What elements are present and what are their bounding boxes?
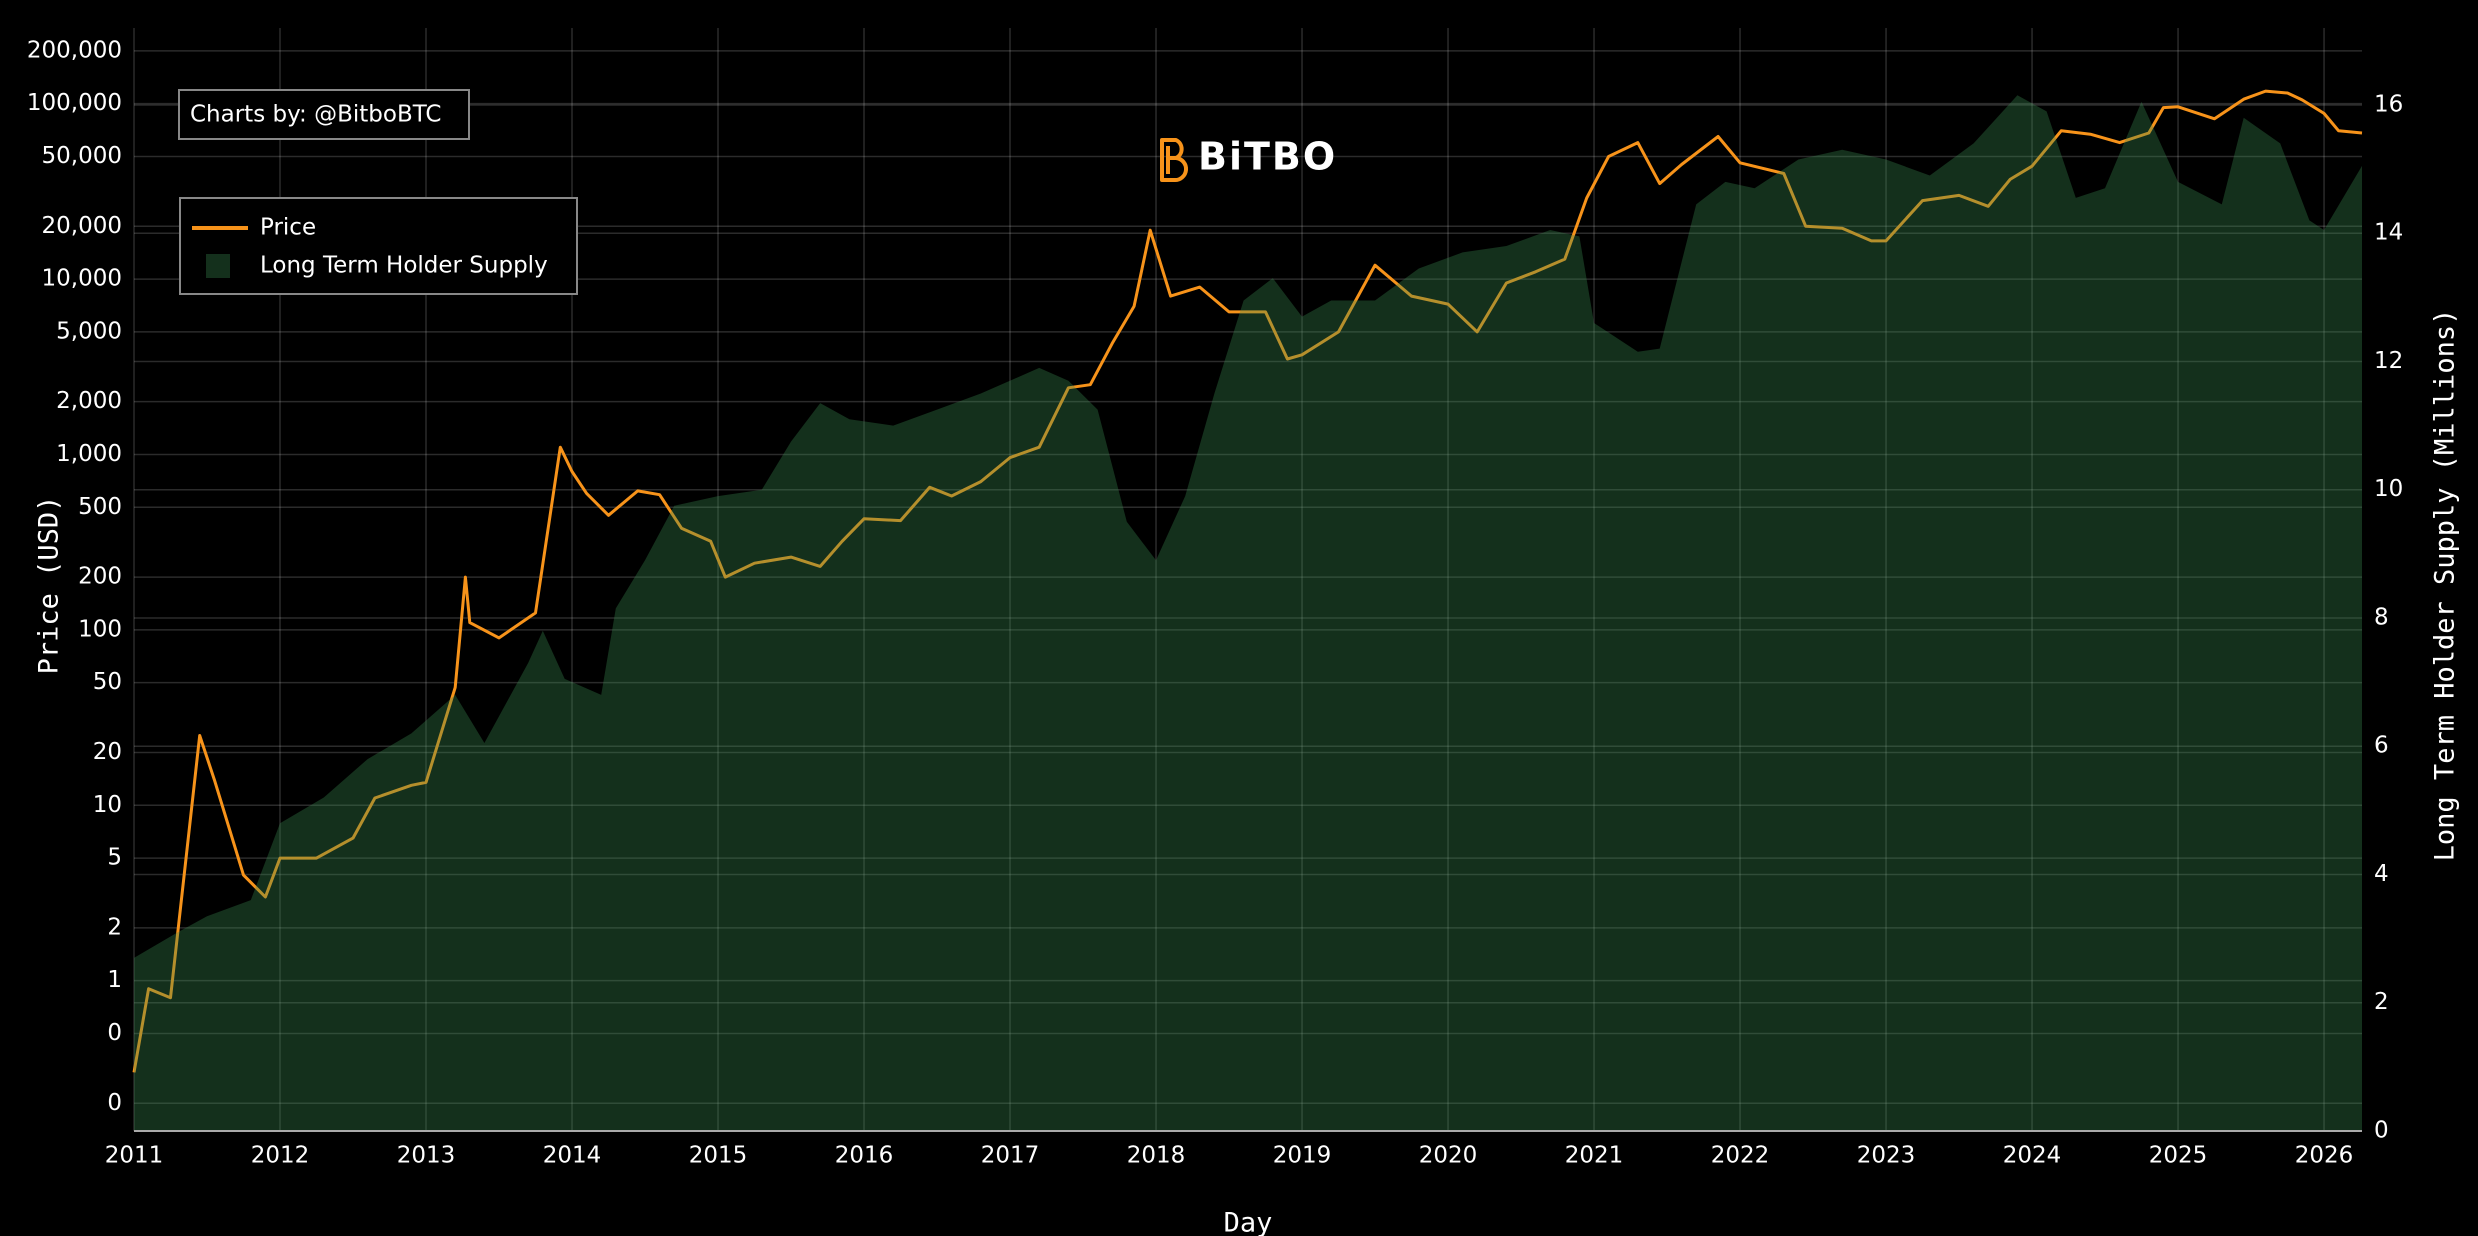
y-tick-label: 20,000: [42, 213, 122, 239]
logo-text: BiTBO: [1198, 135, 1337, 179]
marks: [132, 89, 2363, 1131]
y-tick-label: 2: [107, 914, 122, 940]
x-tick-label: 2018: [1127, 1143, 1186, 1169]
x-tick-label: 2014: [543, 1143, 602, 1169]
y-tick-label: 2,000: [56, 388, 122, 414]
area: [134, 95, 2362, 1131]
y2-tick-label: 10: [2374, 476, 2403, 502]
y-tick-label: 50,000: [42, 143, 122, 169]
y2-tick-label: 2: [2374, 989, 2389, 1015]
legend-label: Long Term Holder Supply: [260, 253, 548, 279]
y2-tick-label: 0: [2374, 1118, 2389, 1144]
y-tick-label: 500: [78, 494, 122, 520]
y2-tick-label: 4: [2374, 861, 2389, 887]
y-tick-label: 10: [93, 792, 122, 818]
axes: 001251020501002005001,0002,0005,00010,00…: [27, 37, 2403, 1168]
x-tick-label: 2015: [689, 1143, 748, 1169]
y-tick-label: 0: [107, 1090, 122, 1116]
x-tick-label: 2017: [981, 1143, 1040, 1169]
y-tick-label: 50: [93, 669, 122, 695]
annotation: Charts by: @BitboBTC: [190, 102, 442, 128]
x-tick-label: 2024: [2003, 1143, 2062, 1169]
legend: Price Long Term Holder Supply: [179, 197, 578, 295]
x-tick-label: 2016: [835, 1143, 894, 1169]
y-tick-label: 200,000: [27, 37, 122, 63]
x-tick-label: 2013: [397, 1143, 456, 1169]
y2-tick-label: 8: [2374, 604, 2389, 630]
y-axis-title: Price (USD): [34, 496, 65, 675]
line: [132, 89, 2363, 1073]
logo: BiTBO: [1160, 135, 1337, 183]
x-tick-label: 2025: [2149, 1143, 2208, 1169]
x-tick-label: 2026: [2295, 1143, 2354, 1169]
x-tick-label: 2020: [1419, 1143, 1478, 1169]
y-tick-label: 1: [107, 967, 122, 993]
y2-tick-label: 6: [2374, 733, 2389, 759]
y-tick-label: 200: [78, 564, 122, 590]
x-tick-label: 2023: [1857, 1143, 1916, 1169]
y-tick-label: 100: [78, 616, 122, 642]
y-tick-label: 100,000: [27, 90, 122, 116]
x-tick-label: 2011: [105, 1143, 164, 1169]
y-tick-label: 20: [93, 739, 122, 765]
x-axis-title: Day: [1224, 1208, 1273, 1236]
legend-box: [179, 197, 578, 295]
legend-swatch: [206, 254, 230, 278]
y2-tick-label: 16: [2374, 91, 2403, 117]
y-tick-label: 5: [107, 845, 122, 871]
y-tick-label: 1,000: [56, 441, 122, 467]
y2-tick-label: 14: [2374, 220, 2403, 246]
annotation-box: [178, 89, 470, 140]
x-tick-label: 2012: [251, 1143, 310, 1169]
y2-axis-title: Long Term Holder Supply (Millions): [2430, 309, 2461, 862]
logo-icon: [1160, 138, 1189, 183]
y-tick-label: 5,000: [56, 318, 122, 344]
y-tick-label: 0: [107, 1020, 122, 1046]
y-tick-label: 10,000: [42, 266, 122, 292]
x-tick-label: 2021: [1565, 1143, 1624, 1169]
x-tick-label: 2022: [1711, 1143, 1770, 1169]
legend-label: Price: [260, 215, 316, 241]
y2-tick-label: 12: [2374, 348, 2403, 374]
x-tick-label: 2019: [1273, 1143, 1332, 1169]
